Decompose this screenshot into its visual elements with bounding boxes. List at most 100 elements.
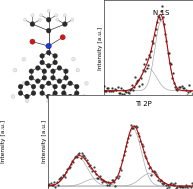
Point — [184, 183, 187, 186]
Point — [167, 51, 170, 54]
Circle shape — [31, 84, 36, 89]
Point — [86, 161, 89, 164]
X-axis label: Binding Energy [eV]: Binding Energy [eV] — [119, 106, 178, 111]
Point — [98, 175, 101, 178]
Point — [184, 89, 187, 92]
Point — [55, 181, 58, 184]
Point — [87, 164, 91, 167]
Point — [146, 66, 149, 69]
Point — [119, 87, 123, 90]
Point — [81, 154, 85, 157]
Circle shape — [42, 69, 47, 74]
Point — [61, 174, 64, 177]
Circle shape — [13, 68, 17, 72]
Circle shape — [53, 84, 58, 89]
Point — [154, 172, 157, 175]
Circle shape — [74, 91, 79, 96]
Point — [136, 80, 139, 83]
Point — [185, 185, 189, 188]
Point — [105, 183, 108, 186]
Circle shape — [71, 18, 74, 21]
Point — [112, 89, 115, 92]
Point — [145, 157, 148, 160]
Circle shape — [46, 81, 51, 86]
Circle shape — [53, 91, 58, 96]
Circle shape — [36, 79, 40, 84]
Point — [131, 89, 135, 92]
Point — [139, 77, 142, 80]
Point — [126, 91, 129, 94]
Point — [126, 140, 129, 143]
Point — [83, 155, 86, 158]
Point — [91, 169, 94, 172]
Point — [46, 185, 49, 188]
Point — [95, 173, 98, 176]
Point — [162, 16, 165, 19]
Circle shape — [72, 57, 75, 61]
Circle shape — [46, 28, 51, 33]
Point — [134, 76, 137, 79]
Y-axis label: Intensity [a.u.]: Intensity [a.u.] — [98, 27, 103, 70]
Point — [181, 185, 184, 188]
Circle shape — [74, 84, 79, 89]
Y-axis label: Intensity [a.u.]: Intensity [a.u.] — [42, 120, 47, 163]
Circle shape — [85, 81, 88, 85]
Point — [187, 187, 190, 189]
Point — [124, 145, 128, 148]
Point — [99, 177, 102, 180]
Point — [121, 92, 124, 95]
Point — [140, 143, 143, 146]
Point — [100, 81, 103, 84]
Point — [179, 184, 183, 187]
Point — [177, 96, 180, 99]
Point — [176, 89, 179, 92]
Point — [140, 82, 143, 85]
Point — [52, 183, 55, 186]
Point — [135, 126, 138, 129]
Point — [171, 183, 174, 186]
Point — [130, 84, 133, 87]
Point — [158, 180, 161, 183]
Point — [90, 166, 93, 169]
Point — [178, 86, 181, 89]
Point — [156, 175, 159, 178]
Point — [117, 91, 120, 94]
Point — [170, 76, 173, 79]
Point — [137, 78, 140, 81]
Point — [120, 168, 123, 171]
Circle shape — [53, 53, 58, 58]
Circle shape — [46, 17, 51, 22]
Point — [189, 186, 192, 189]
Point — [109, 98, 112, 101]
Point — [74, 155, 77, 158]
Point — [101, 88, 104, 91]
Point — [185, 94, 189, 97]
Point — [56, 183, 59, 186]
Point — [153, 170, 156, 173]
Circle shape — [63, 69, 68, 74]
Circle shape — [25, 99, 29, 103]
Circle shape — [76, 68, 80, 72]
Point — [108, 90, 111, 93]
Point — [129, 123, 132, 126]
Point — [175, 87, 178, 90]
Point — [67, 166, 70, 169]
Point — [84, 156, 87, 159]
Point — [181, 86, 184, 89]
Point — [190, 99, 193, 102]
Point — [93, 169, 96, 172]
Point — [165, 39, 168, 42]
Point — [50, 184, 53, 187]
Circle shape — [61, 84, 66, 89]
Circle shape — [54, 14, 58, 17]
Circle shape — [51, 75, 55, 80]
Point — [119, 167, 122, 170]
Point — [164, 33, 167, 36]
Circle shape — [40, 91, 45, 96]
Point — [150, 50, 153, 53]
Point — [117, 175, 120, 178]
Point — [164, 184, 167, 187]
Point — [113, 88, 116, 91]
Circle shape — [47, 9, 50, 13]
Point — [73, 156, 76, 159]
